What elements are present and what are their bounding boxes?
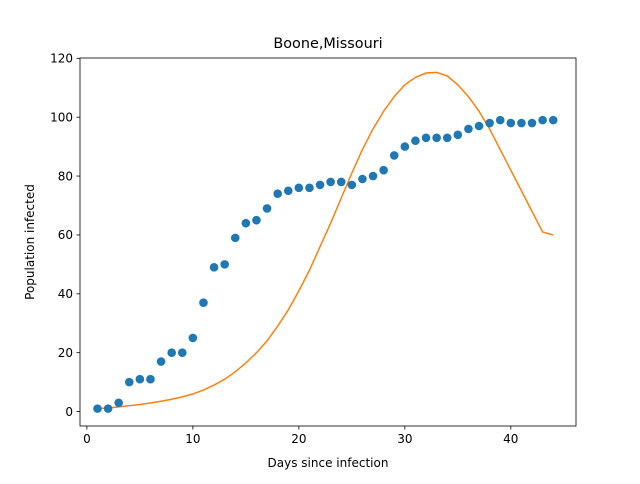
data-point [188,333,198,343]
data-point [305,183,314,193]
y-tick-label: 20 [58,346,73,360]
data-point [273,189,282,199]
data-point [506,118,516,128]
y-tick-label: 0 [65,405,73,419]
data-point [124,377,134,387]
data-point [283,186,293,196]
data-point [209,263,219,272]
data-point [230,233,240,243]
data-point [220,260,229,269]
data-point [379,165,388,175]
data-point [432,133,441,143]
data-point [517,118,526,128]
x-tick-label: 40 [503,432,518,446]
data-point [315,180,325,190]
data-point [464,124,473,134]
y-tick-label: 80 [58,169,73,183]
series-line-1 [97,71,554,410]
data-point [177,348,187,357]
x-tick-label: 20 [291,432,306,446]
x-tick-label: 10 [185,432,200,446]
data-point [156,357,166,366]
data-point [538,115,547,125]
data-point [527,118,537,128]
data-point [400,142,410,151]
data-point [485,118,494,128]
data-point [358,174,367,184]
data-point [495,115,505,125]
y-tick-label: 100 [50,110,73,124]
data-point [411,136,420,146]
data-point [421,133,431,143]
data-point [135,374,145,384]
x-tick-label: 0 [83,432,91,446]
data-point [442,133,452,143]
y-tick-label: 120 [50,52,73,66]
data-point [103,404,113,413]
plot-frame [79,57,577,427]
chart-title: Boone,Missouri [273,36,382,52]
data-point [93,404,102,413]
data-point [146,374,155,384]
data-point [347,180,357,190]
y-axis-label: Population infected [23,184,37,300]
data-point [262,204,272,213]
data-point [548,115,558,125]
data-point [241,218,251,228]
x-axis-label: Days since infection [268,456,389,470]
data-point [368,171,378,181]
data-point [167,348,176,357]
data-point [336,177,346,187]
data-point [389,151,399,160]
data-point [199,298,208,307]
x-tick-label: 30 [397,432,412,446]
data-point [294,183,304,193]
y-tick-label: 40 [58,287,73,301]
data-point [453,130,463,140]
y-tick-label: 60 [58,228,73,242]
data-point [114,398,123,408]
data-point [474,121,484,131]
data-point [326,177,335,187]
data-point [252,215,261,225]
